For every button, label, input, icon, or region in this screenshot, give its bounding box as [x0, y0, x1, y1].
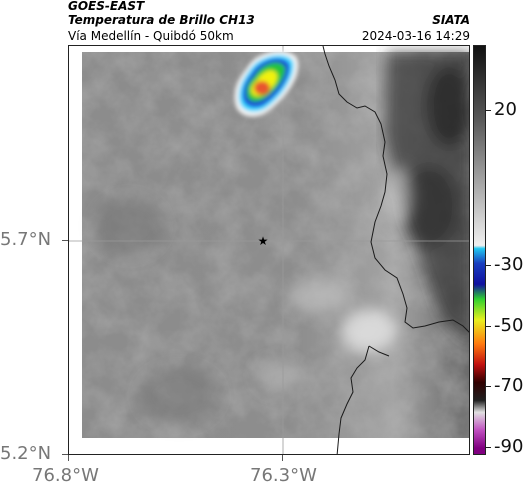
department-borders: [322, 46, 469, 454]
colorbar-tick: [486, 265, 491, 266]
satellite-title: GOES-EAST: [68, 0, 145, 13]
lon-tick-mark: [68, 455, 69, 461]
lat-tick-label: 5.2°N: [0, 443, 52, 464]
datetime-label: 2024-03-16 14:29: [361, 29, 470, 43]
colorbar-tick: [486, 386, 491, 387]
colorbar-tick: [486, 110, 491, 111]
map-panel: ★: [68, 45, 470, 455]
dark-eastern-region: [385, 52, 469, 344]
colorbar-label: -70: [494, 375, 524, 396]
lat-tick-label: 5.7°N: [0, 229, 52, 250]
lat-tick-mark: [62, 240, 68, 241]
colorbar-tick: [486, 447, 491, 448]
product-title: Temperatura de Brillo CH13: [68, 13, 255, 27]
temperature-colorbar: [473, 45, 486, 455]
colorbar-tick: [486, 326, 491, 327]
route-subtitle: Vía Medellín - Quibdó 50km: [68, 29, 234, 43]
lat-tick-mark: [62, 454, 68, 455]
convective-cloud: [234, 50, 299, 117]
source-label: SIATA: [432, 13, 470, 27]
lon-tick-label: 76.8°W: [32, 465, 99, 486]
star-marker: ★: [258, 234, 269, 248]
colorbar-label: -90: [494, 436, 524, 457]
lon-tick-label: 76.3°W: [250, 465, 317, 486]
colorbar-label: -30: [494, 254, 524, 275]
colorbar-label: -50: [494, 315, 524, 336]
brightness-temperature-map: ★: [69, 46, 469, 454]
lon-tick-mark: [282, 455, 283, 461]
colorbar-label: 20: [494, 99, 517, 120]
